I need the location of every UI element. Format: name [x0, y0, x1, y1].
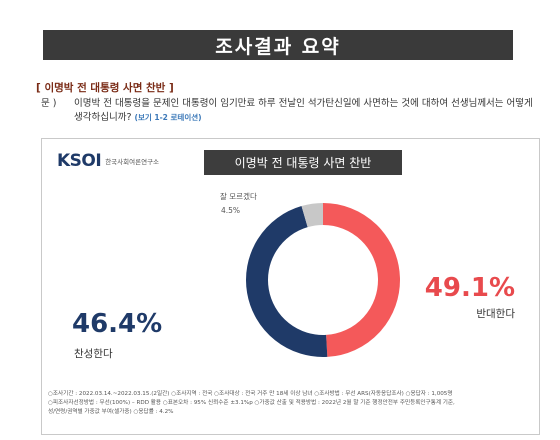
slice-oppose: [322, 203, 400, 357]
slice-unsure: [301, 203, 324, 228]
category-label-oppose: 반대한다: [476, 308, 515, 320]
page-banner: 조사결과 요약: [43, 30, 513, 60]
section-title: [ 이명박 전 대통령 사면 찬반 ]: [36, 82, 174, 94]
question-body: 이명박 전 대통령을 문제인 대통령이 임기만료 하루 전날인 석가탄신일에 사…: [74, 97, 534, 125]
chart-title: 이명박 전 대통령 사면 찬반: [204, 150, 402, 175]
donut-labels: 49.1% 반대한다 46.4% 찬성한다 잘 모르겠다 4.5%: [72, 191, 515, 360]
footer-line: ○조사기간 : 2022.03.14.~2022.03.15.(2일간) ○조사…: [48, 391, 453, 397]
value-label-unsure: 4.5%: [221, 206, 240, 215]
survey-footer: ○조사기간 : 2022.03.14.~2022.03.15.(2일간) ○조사…: [48, 390, 533, 417]
logo-text: 한국사회여론연구소: [105, 158, 160, 166]
footer-line: 성/연령/권역별 가중값 부여(셀가중) ○응답률 : 4.2%: [48, 409, 174, 415]
category-label-support: 찬성한다: [74, 348, 113, 360]
chart-card: KSOI 한국사회여론연구소 이명박 전 대통령 사면 찬반 49.1% 반대한다…: [41, 138, 540, 435]
slice-support: [246, 206, 328, 357]
logo-mark: KSOI: [57, 151, 102, 171]
question-note: (보기 1-2 로테이션): [134, 113, 202, 122]
donut-slices: [246, 203, 400, 357]
value-label-support: 46.4%: [72, 309, 162, 339]
footer-line: ○피조사자선정방법 : 무선(100%) – RDD 활용 ○표본오차 : 95…: [48, 400, 455, 406]
category-label-unsure: 잘 모르겠다: [220, 191, 257, 201]
donut-chart: 49.1% 반대한다 46.4% 찬성한다 잘 모르겠다 4.5%: [72, 191, 515, 360]
question-label: 문 ): [41, 98, 57, 109]
question-text: 이명박 전 대통령을 문제인 대통령이 임기만료 하루 전날인 석가탄신일에 사…: [74, 98, 533, 123]
ksoi-logo: KSOI 한국사회여론연구소: [57, 151, 159, 171]
value-label-oppose: 49.1%: [425, 273, 515, 303]
